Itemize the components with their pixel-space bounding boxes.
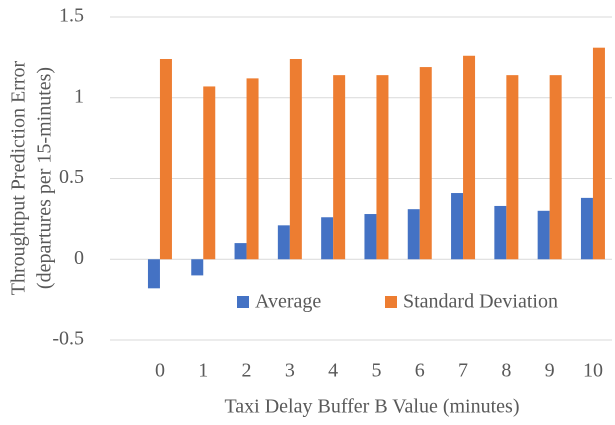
legend-label: Average [255, 291, 321, 313]
x-tick-label: 6 [415, 360, 425, 382]
x-axis-label: Taxi Delay Buffer B Value (minutes) [224, 396, 519, 418]
bar [580, 197, 593, 260]
bar [463, 55, 476, 260]
y-axis-label: Throughtput Prediction Error [8, 60, 30, 295]
bar [419, 67, 432, 260]
bar [321, 217, 334, 260]
x-tick-label: 8 [501, 360, 511, 382]
y-tick-label: 1 [74, 85, 84, 107]
x-tick-label: 10 [583, 360, 603, 382]
legend-swatch [237, 296, 249, 308]
bar [234, 243, 247, 260]
x-tick-label: 9 [545, 360, 555, 382]
bar [246, 78, 259, 260]
x-tick-label: 0 [155, 360, 165, 382]
bar [506, 75, 519, 260]
bar [549, 75, 562, 260]
y-tick-label: 0 [74, 247, 84, 269]
x-tick-label: 1 [198, 360, 208, 382]
x-tick-label: 7 [458, 360, 468, 382]
bar [191, 259, 204, 276]
bar [494, 205, 507, 260]
bar [364, 214, 377, 260]
x-tick-label: 3 [285, 360, 295, 382]
y-tick-label: 1.5 [59, 5, 84, 27]
bar [451, 193, 464, 260]
bar [159, 58, 172, 260]
y-axis-label: (departures per 15-minutes) [34, 67, 56, 289]
bar [592, 47, 605, 260]
bar [203, 86, 216, 260]
bar [407, 209, 420, 260]
y-tick-label: -0.5 [52, 328, 84, 350]
legend-label: Standard Deviation [403, 291, 558, 313]
bar [333, 75, 346, 260]
bar [289, 58, 302, 260]
x-tick-label: 5 [371, 360, 381, 382]
bar [277, 225, 290, 260]
bar [147, 259, 160, 289]
x-tick-label: 4 [328, 360, 338, 382]
x-tick-label: 2 [242, 360, 252, 382]
bar [537, 210, 550, 260]
y-tick-label: 0.5 [59, 166, 84, 188]
legend-swatch [385, 296, 397, 308]
bar [376, 75, 389, 260]
